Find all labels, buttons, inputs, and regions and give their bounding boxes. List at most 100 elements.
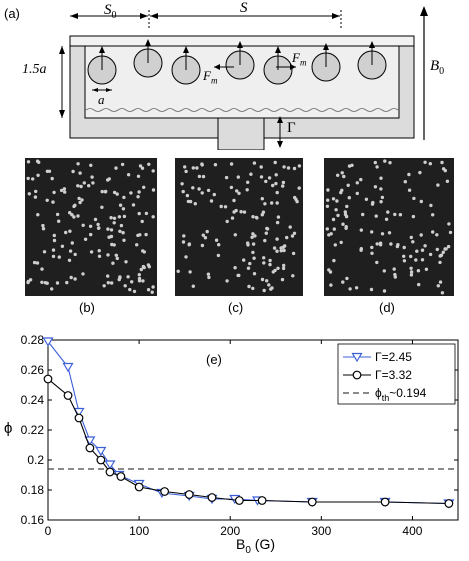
photo-particle <box>191 186 195 190</box>
photo-particle <box>201 174 206 179</box>
photo-particle <box>412 196 416 201</box>
data-point <box>234 496 244 505</box>
photo-particle <box>340 188 344 192</box>
photo-particle <box>275 249 279 253</box>
photo-b-label: (b) <box>79 300 95 315</box>
photo-particle <box>64 230 68 235</box>
gamma-label: Γ <box>287 120 296 136</box>
photo-particle <box>297 164 302 168</box>
data-point <box>85 443 95 453</box>
photo-particle <box>428 162 432 166</box>
photo-particle <box>424 267 429 271</box>
data-point <box>43 374 53 384</box>
photo-particle <box>122 195 126 200</box>
photo-particle <box>40 267 44 271</box>
photo-particle <box>379 176 383 180</box>
photo-particle <box>436 284 440 288</box>
photo-particle <box>374 214 378 218</box>
photo-particle <box>70 241 74 245</box>
photo-particle <box>112 221 116 225</box>
photo-c <box>175 158 303 296</box>
photo-particle <box>382 289 387 293</box>
a-label: a <box>98 92 105 107</box>
photo-particle <box>217 243 221 247</box>
photo-particle <box>436 183 440 187</box>
particle <box>133 39 163 78</box>
photo-particle <box>122 238 126 242</box>
photo-particle <box>249 172 253 176</box>
photo-particle <box>114 253 119 257</box>
photo-particle <box>45 281 49 285</box>
particle <box>87 46 117 85</box>
photo-particle <box>274 173 278 177</box>
data-point <box>444 499 454 508</box>
photo-particle <box>184 169 188 174</box>
photo-particle <box>121 231 125 235</box>
data-point <box>104 460 116 470</box>
photo-particle <box>445 179 450 183</box>
photo-particle <box>428 252 433 257</box>
photo-particle <box>261 210 266 214</box>
photo-particle <box>183 165 187 169</box>
photo-particle <box>332 227 336 231</box>
photo-particle <box>93 217 98 222</box>
x-tick-label: 0 <box>45 524 52 538</box>
photo-particle <box>272 246 277 250</box>
photo-particle <box>131 203 136 207</box>
photo-particle <box>380 232 385 236</box>
data-point <box>307 497 317 507</box>
photo-particle <box>355 181 359 185</box>
photo-particle <box>271 270 275 274</box>
photo-particle <box>379 187 383 191</box>
photo-particle <box>279 249 283 253</box>
photo-particle <box>233 266 237 270</box>
photo-particle <box>246 180 250 184</box>
photo-particle <box>281 266 286 271</box>
photo-particle <box>263 202 267 206</box>
photo-particle <box>87 184 91 188</box>
photo-particle <box>207 275 211 280</box>
y-tick-label: 0.18 <box>21 483 45 497</box>
photo-particle <box>140 166 145 170</box>
photo-particle <box>440 291 445 295</box>
photo-particle <box>68 211 72 215</box>
photo-particle <box>411 214 416 219</box>
photo-particle <box>361 212 365 217</box>
photo-particle <box>137 211 141 216</box>
photo-particle <box>343 210 347 214</box>
series-line <box>47 378 449 505</box>
fm-label-left: Fm <box>203 68 218 86</box>
photo-particle <box>212 192 216 197</box>
photo-particle <box>336 173 340 177</box>
photo-particle <box>291 251 296 256</box>
photo-particle <box>407 172 411 177</box>
data-point <box>351 352 363 363</box>
photo-particle <box>142 185 146 189</box>
photo-particle <box>77 196 81 201</box>
photo-particle <box>370 230 374 234</box>
photo-particle <box>331 217 336 222</box>
photo-particle <box>36 173 40 177</box>
photo-particle <box>334 208 338 212</box>
photo-particle <box>224 175 229 180</box>
photo-particle <box>326 198 330 202</box>
photo-particle <box>264 179 268 184</box>
photo-particle <box>209 199 214 203</box>
photo-particle <box>118 203 123 207</box>
particle <box>311 43 341 82</box>
photo-particle <box>262 288 266 293</box>
photo-particle <box>104 189 108 194</box>
photo-particle <box>71 169 75 174</box>
data-point <box>116 472 126 481</box>
photo-particle <box>295 199 299 204</box>
photo-particle <box>34 189 38 194</box>
photo-particle <box>97 249 101 253</box>
photo-particle <box>45 198 49 202</box>
photo-particle <box>251 215 255 219</box>
photo-particle <box>124 260 128 264</box>
photo-particle <box>68 229 72 233</box>
legend-label: ϕth~0.194 <box>375 386 427 403</box>
photo-particle <box>288 225 292 229</box>
photo-particle <box>141 279 145 283</box>
photo-particle <box>114 166 118 170</box>
